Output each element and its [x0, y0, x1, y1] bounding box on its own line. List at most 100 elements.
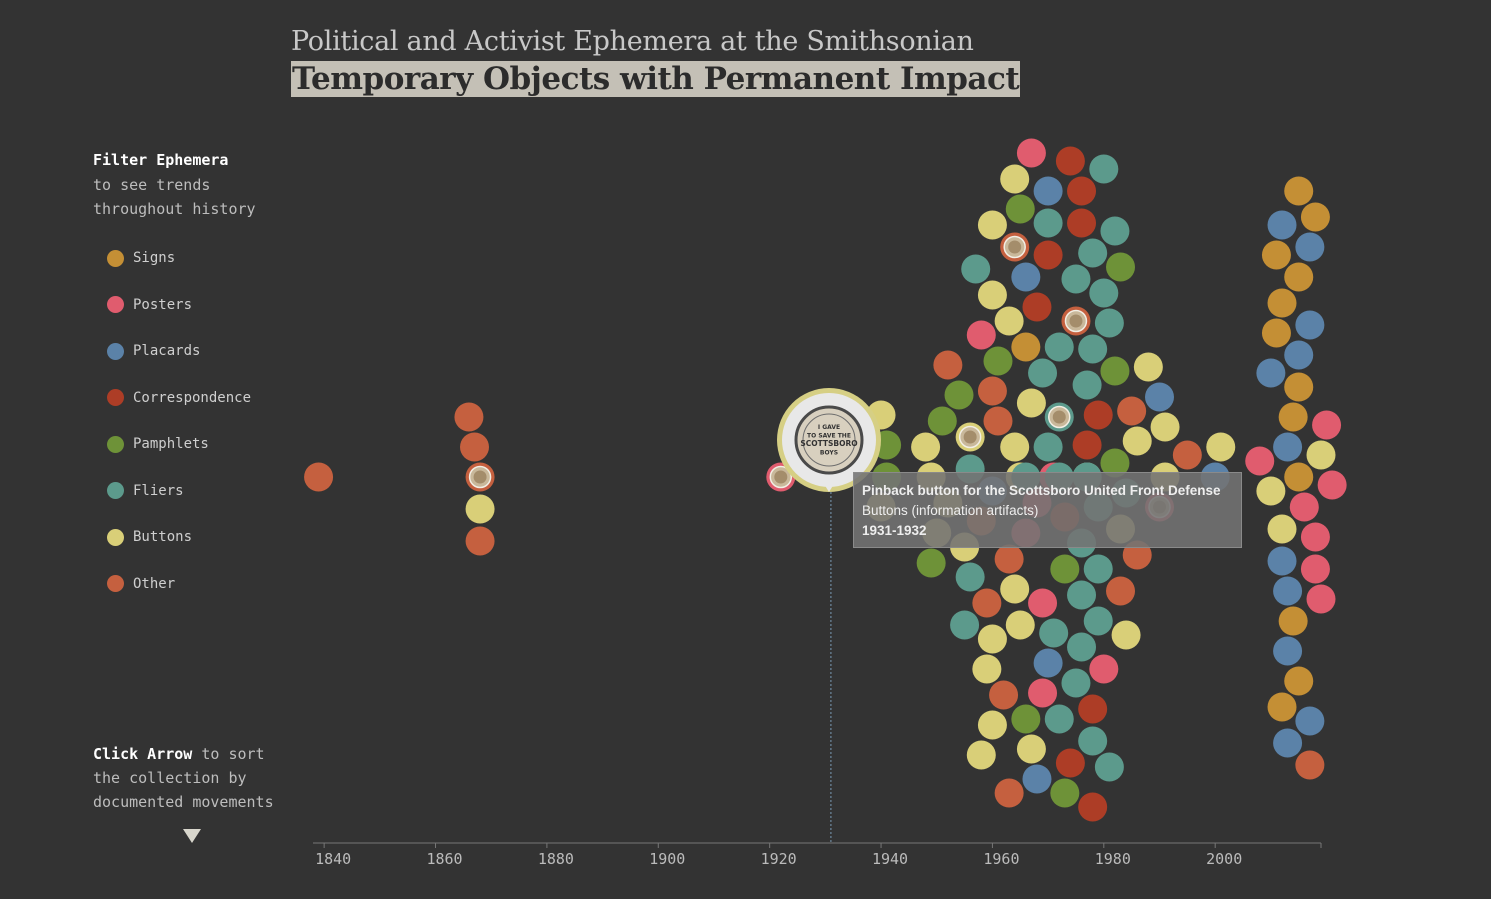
data-point-fliers[interactable] — [1072, 370, 1102, 400]
data-point-buttons[interactable] — [977, 710, 1007, 740]
data-point-fliers[interactable] — [1033, 432, 1063, 462]
legend-item-buttons[interactable]: Buttons — [107, 526, 251, 548]
data-point-fliers[interactable] — [1078, 726, 1108, 756]
data-point-signs[interactable] — [1261, 318, 1291, 348]
data-point-buttons[interactable] — [1150, 412, 1180, 442]
data-point-fliers[interactable] — [1033, 208, 1063, 238]
data-point-placards[interactable] — [1022, 764, 1052, 794]
legend-item-other[interactable]: Other — [107, 573, 251, 595]
data-point-correspondence[interactable] — [1055, 748, 1085, 778]
data-point-posters[interactable] — [1016, 138, 1046, 168]
data-point-fliers[interactable] — [1078, 334, 1108, 364]
data-point-fliers[interactable] — [950, 610, 980, 640]
data-point-pamphlets[interactable] — [944, 380, 974, 410]
data-point-buttons[interactable] — [1267, 514, 1297, 544]
data-point-placards[interactable] — [1033, 176, 1063, 206]
data-point-signs[interactable] — [1300, 202, 1330, 232]
data-point-other[interactable] — [983, 406, 1013, 436]
data-point-signs[interactable] — [1284, 462, 1314, 492]
data-point-placards[interactable] — [1256, 358, 1286, 388]
data-point-fliers[interactable] — [1044, 332, 1074, 362]
data-point-correspondence[interactable] — [1083, 400, 1113, 430]
data-point-fliers[interactable] — [1067, 580, 1097, 610]
data-point-placards[interactable] — [1284, 340, 1314, 370]
data-point-other[interactable] — [304, 462, 334, 492]
data-point-buttons[interactable] — [1016, 734, 1046, 764]
data-point-correspondence[interactable] — [1022, 292, 1052, 322]
data-point-signs[interactable] — [1267, 288, 1297, 318]
data-point-signs[interactable] — [1278, 606, 1308, 636]
data-point-fliers[interactable] — [1039, 618, 1069, 648]
data-point-placards[interactable] — [1267, 546, 1297, 576]
data-point-fliers[interactable] — [1078, 238, 1108, 268]
data-point-fliers[interactable] — [1061, 668, 1091, 698]
data-point-posters[interactable] — [1028, 588, 1058, 618]
data-point-other[interactable] — [1172, 440, 1202, 470]
data-point-pamphlets[interactable] — [927, 406, 957, 436]
data-point-signs[interactable] — [1284, 262, 1314, 292]
data-point-buttons[interactable] — [465, 494, 495, 524]
data-point-buttons[interactable] — [1000, 574, 1030, 604]
data-point-signs[interactable] — [1284, 666, 1314, 696]
data-point-fliers[interactable] — [1061, 264, 1091, 294]
data-point-placards[interactable] — [1295, 706, 1325, 736]
data-point-buttons[interactable] — [972, 654, 1002, 684]
data-point-fliers[interactable] — [1089, 278, 1119, 308]
data-point-placards[interactable] — [1144, 382, 1174, 412]
data-point-signs[interactable] — [1284, 372, 1314, 402]
data-point-placards[interactable] — [1273, 728, 1303, 758]
data-point-pamphlets[interactable] — [1011, 704, 1041, 734]
data-point-buttons[interactable] — [994, 306, 1024, 336]
data-point-posters[interactable] — [1089, 654, 1119, 684]
data-point-other[interactable] — [1117, 396, 1147, 426]
legend-item-posters[interactable]: Posters — [107, 294, 251, 316]
data-point-posters[interactable] — [1300, 554, 1330, 584]
data-point-posters[interactable] — [1289, 492, 1319, 522]
data-point-buttons[interactable] — [977, 280, 1007, 310]
data-point-other[interactable] — [977, 376, 1007, 406]
data-point-correspondence[interactable] — [1072, 430, 1102, 460]
data-point-fliers[interactable] — [1094, 308, 1124, 338]
data-point-posters[interactable] — [1306, 584, 1336, 614]
data-point-placards[interactable] — [1267, 210, 1297, 240]
data-point-other[interactable] — [989, 680, 1019, 710]
data-point-placards[interactable] — [1295, 232, 1325, 262]
data-point-other[interactable] — [460, 432, 490, 462]
data-point-buttons[interactable] — [1206, 432, 1236, 462]
data-point-signs[interactable] — [1011, 332, 1041, 362]
data-point-other[interactable] — [933, 350, 963, 380]
legend-item-signs[interactable]: Signs — [107, 247, 251, 269]
data-point-pamphlets[interactable] — [1050, 778, 1080, 808]
data-point-signs[interactable] — [1261, 240, 1291, 270]
data-point-buttons[interactable] — [1306, 440, 1336, 470]
data-point-buttons[interactable] — [1256, 476, 1286, 506]
data-point-pamphlets[interactable] — [983, 346, 1013, 376]
data-point-placards[interactable] — [1033, 648, 1063, 678]
data-point-buttons[interactable] — [1133, 352, 1163, 382]
data-point-buttons[interactable] — [977, 210, 1007, 240]
data-point-other[interactable] — [972, 588, 1002, 618]
data-point-buttons[interactable] — [1016, 388, 1046, 418]
data-point-posters[interactable] — [1312, 410, 1342, 440]
data-point-signs[interactable] — [1267, 692, 1297, 722]
data-point-fliers[interactable] — [1044, 704, 1074, 734]
legend-item-fliers[interactable]: Fliers — [107, 480, 251, 502]
data-point-correspondence[interactable] — [1067, 208, 1097, 238]
data-point-placards[interactable] — [1273, 576, 1303, 606]
data-point-buttons[interactable] — [966, 740, 996, 770]
data-point-pamphlets[interactable] — [1100, 356, 1130, 386]
data-point-correspondence[interactable] — [1067, 176, 1097, 206]
data-point-posters[interactable] — [1245, 446, 1275, 476]
data-point-correspondence[interactable] — [1033, 240, 1063, 270]
data-point-buttons[interactable] — [1111, 620, 1141, 650]
data-point-signs[interactable] — [1284, 176, 1314, 206]
data-point-buttons[interactable] — [911, 432, 941, 462]
data-point-other[interactable] — [994, 544, 1024, 574]
data-point-fliers[interactable] — [1083, 606, 1113, 636]
data-point-correspondence[interactable] — [1055, 146, 1085, 176]
data-point-other[interactable] — [1295, 750, 1325, 780]
data-point-placards[interactable] — [1273, 636, 1303, 666]
data-point-posters[interactable] — [1300, 522, 1330, 552]
data-point-fliers[interactable] — [1067, 632, 1097, 662]
